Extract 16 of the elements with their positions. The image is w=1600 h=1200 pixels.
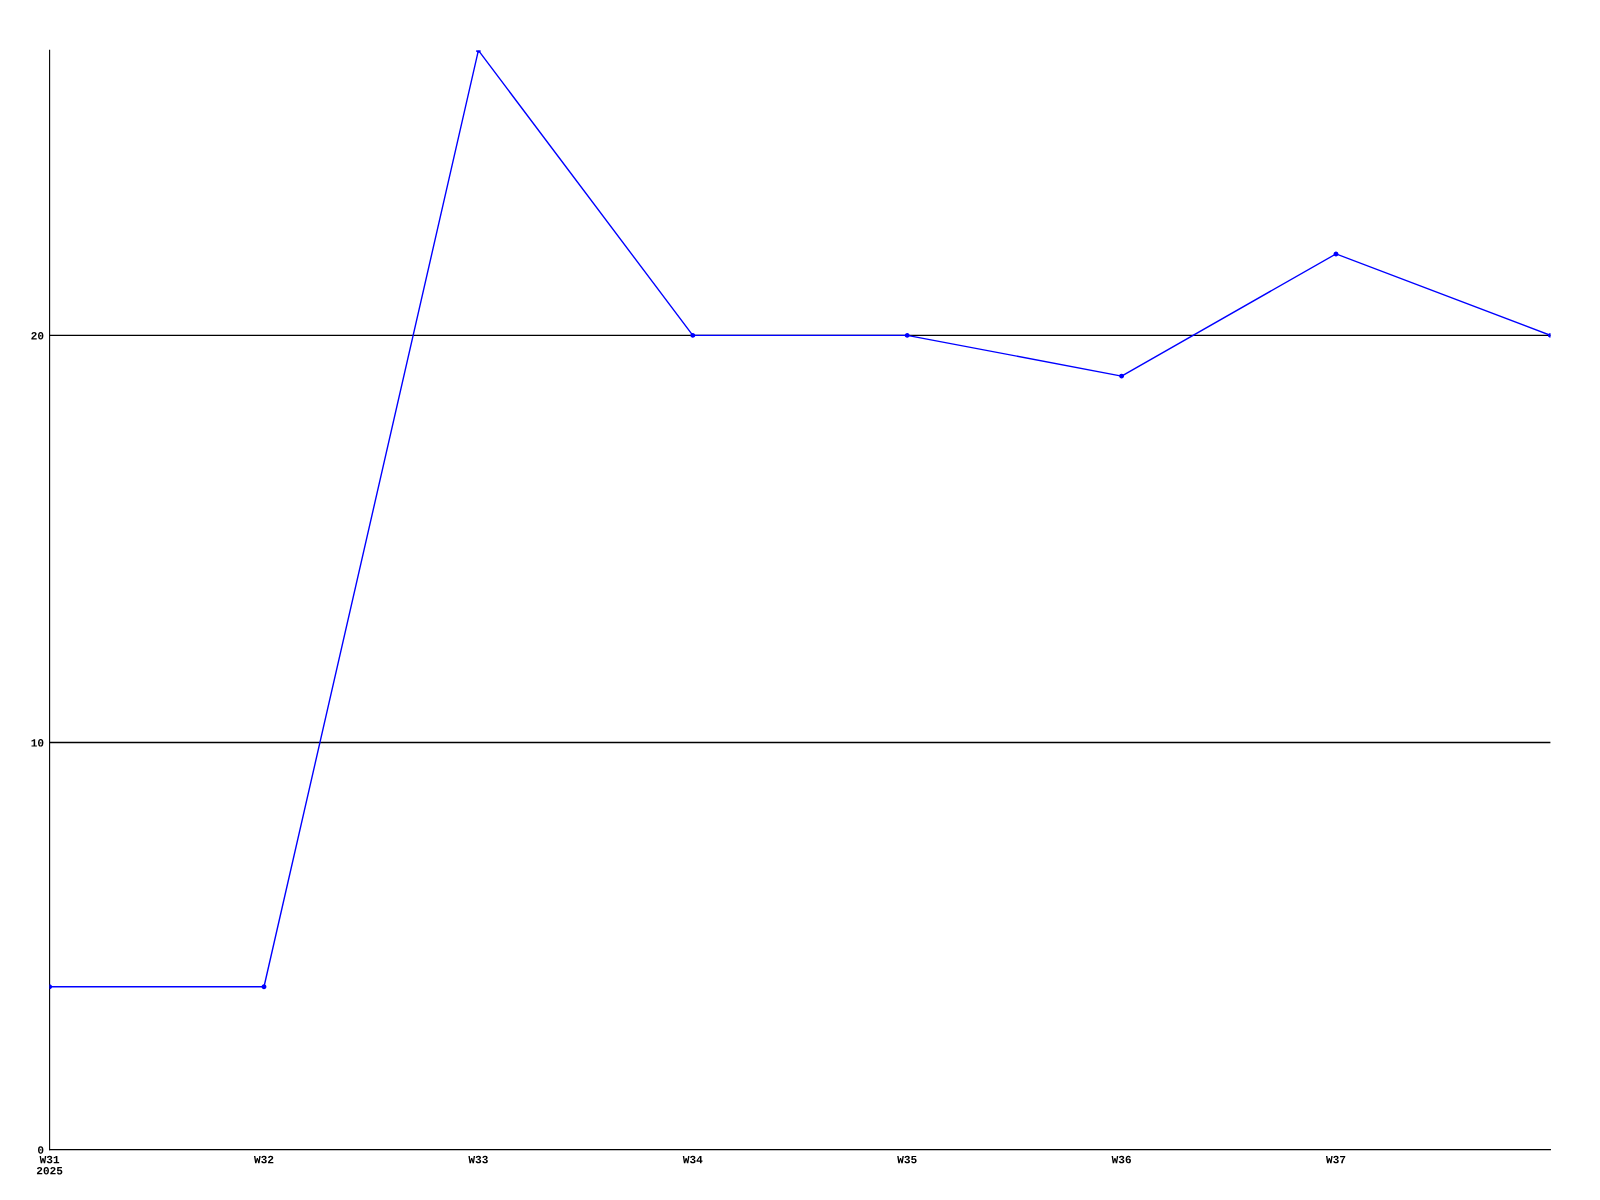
x-tick-label: W31 2025 [36, 1155, 63, 1175]
point [261, 984, 267, 990]
y-tick-label: 20 [31, 331, 44, 340]
point [1333, 251, 1339, 257]
x-tick-label: W35 [897, 1155, 917, 1164]
x-tick-label: W36 [1111, 1155, 1131, 1164]
y-tick-label: 10 [31, 739, 44, 747]
y-tick-label: 0 [38, 1146, 44, 1154]
point [1119, 373, 1125, 379]
line-series [49, 50, 1551, 990]
point [904, 332, 910, 338]
point [690, 332, 696, 338]
x-tick-label: W37 [1326, 1155, 1346, 1164]
x-tick-label: W33 [468, 1155, 488, 1164]
x-tick-label: W34 [682, 1155, 703, 1164]
x-tick-label: W32 [254, 1155, 274, 1164]
